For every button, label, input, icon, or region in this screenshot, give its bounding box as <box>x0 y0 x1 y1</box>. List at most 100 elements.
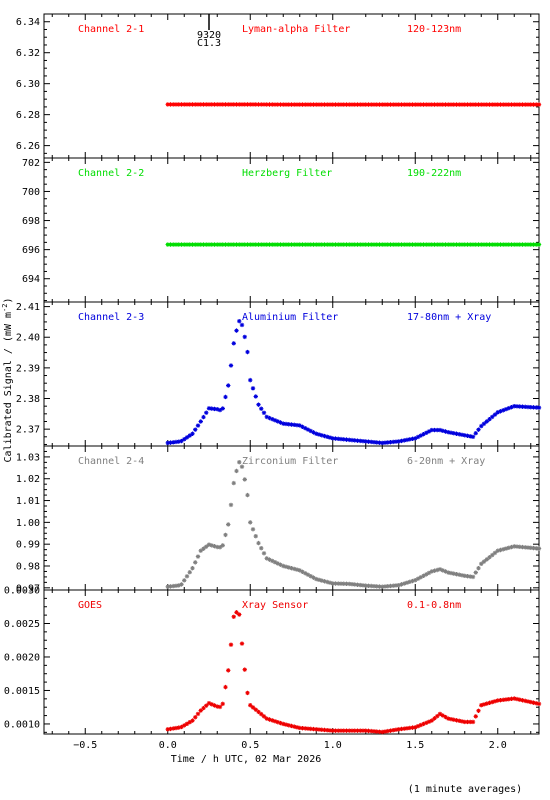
data-point <box>322 242 327 247</box>
data-point <box>316 242 322 247</box>
data-point <box>250 386 256 391</box>
band-label: 120-123nm <box>407 24 461 35</box>
data-point <box>297 102 302 107</box>
data-point <box>253 102 258 107</box>
data-point <box>182 242 187 247</box>
data-point <box>314 431 319 436</box>
data-point <box>215 544 220 550</box>
data-point <box>402 581 407 586</box>
data-point <box>231 341 236 346</box>
data-point <box>520 698 525 703</box>
flare-marker-class: C1.3 <box>197 38 221 49</box>
data-point <box>336 436 341 442</box>
data-point <box>399 582 404 587</box>
data-point <box>212 703 217 708</box>
data-point <box>341 242 346 247</box>
data-point <box>248 520 253 525</box>
data-point <box>311 102 316 107</box>
data-point <box>536 102 542 107</box>
y-tick-label: 700 <box>22 187 40 198</box>
data-point <box>503 407 509 412</box>
data-point <box>217 704 223 710</box>
data-point <box>182 578 187 583</box>
data-point <box>347 581 352 587</box>
data-point <box>459 719 465 724</box>
data-point <box>374 584 379 589</box>
data-point <box>484 419 489 424</box>
data-point <box>256 102 261 107</box>
data-point <box>352 102 357 107</box>
data-point <box>165 242 170 247</box>
data-point <box>503 102 509 107</box>
data-point <box>410 102 415 107</box>
data-point <box>363 242 368 247</box>
data-point <box>264 414 269 420</box>
data-point <box>366 728 371 734</box>
data-point <box>206 542 212 547</box>
data-point <box>204 410 209 415</box>
data-point <box>531 102 536 107</box>
data-point <box>514 404 520 409</box>
data-point <box>454 718 459 723</box>
data-point <box>437 427 443 433</box>
data-point <box>393 727 399 732</box>
data-point <box>228 363 234 368</box>
data-point <box>418 102 423 107</box>
data-point <box>267 415 272 421</box>
data-point <box>259 406 264 411</box>
data-point <box>327 435 333 440</box>
data-point <box>195 102 201 107</box>
data-point <box>536 405 542 410</box>
data-point <box>528 545 533 551</box>
data-point <box>275 242 280 247</box>
data-point <box>479 703 484 708</box>
data-point <box>380 440 385 446</box>
data-point <box>347 242 352 247</box>
y-tick-label: 2.39 <box>16 363 40 374</box>
data-point <box>179 724 184 730</box>
data-point <box>495 242 500 247</box>
data-point <box>292 242 297 247</box>
data-point <box>498 547 503 553</box>
data-point <box>289 565 294 571</box>
data-point <box>413 242 418 247</box>
data-point <box>330 728 335 733</box>
data-point <box>531 700 536 705</box>
panel-label: Channel 2-4 <box>78 456 144 467</box>
data-point <box>253 533 258 539</box>
data-point <box>536 242 542 247</box>
data-point <box>204 242 209 247</box>
data-point <box>245 102 250 107</box>
data-point <box>470 434 476 440</box>
data-point <box>223 394 228 400</box>
data-point <box>506 696 511 702</box>
data-point <box>429 242 434 247</box>
data-point <box>446 102 451 107</box>
data-point <box>325 579 330 585</box>
data-point <box>250 705 256 710</box>
data-point <box>349 242 355 247</box>
panels: 6.26 6.28 6.30 6.32 6.34 Channel 2-1 Lyman-alp… <box>4 13 542 751</box>
data-point <box>165 584 170 589</box>
data-point <box>520 544 525 550</box>
data-point <box>289 723 294 729</box>
data-point <box>448 716 454 722</box>
data-point <box>171 726 176 731</box>
data-point <box>404 102 410 107</box>
data-point <box>184 721 190 726</box>
data-point <box>349 102 355 107</box>
data-point <box>209 102 214 107</box>
data-point <box>297 423 302 428</box>
data-point <box>217 242 223 247</box>
data-point <box>209 242 214 247</box>
data-point <box>237 102 242 107</box>
data-point <box>292 724 297 729</box>
data-point <box>366 242 371 247</box>
data-point <box>498 409 503 414</box>
data-point <box>283 242 289 247</box>
data-point <box>525 404 531 410</box>
data-point <box>404 726 410 731</box>
data-point <box>316 577 322 583</box>
data-point <box>498 102 503 107</box>
